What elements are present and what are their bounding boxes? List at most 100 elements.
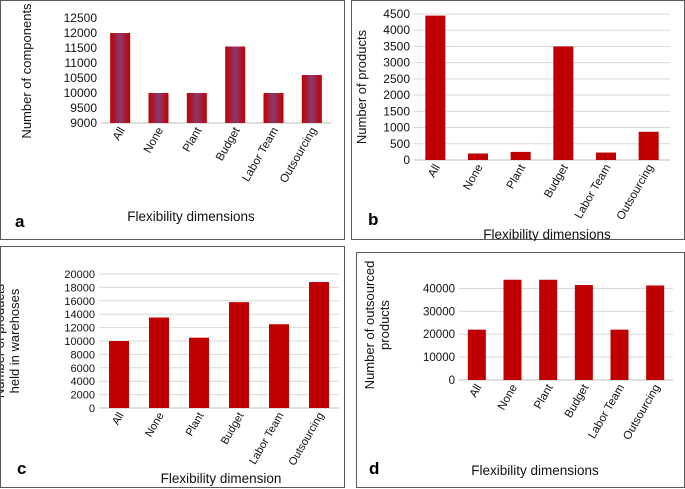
y-tick-label-d: 20000 bbox=[423, 329, 455, 341]
y-tick-label-a: 11500 bbox=[65, 41, 98, 55]
x-category-label-a: None bbox=[142, 126, 166, 156]
x-axis-label-d: Flexibility dimensions bbox=[471, 463, 599, 478]
x-category-label-b: Plant bbox=[505, 162, 529, 191]
y-tick-label-b: 2500 bbox=[383, 72, 410, 86]
bar-c-plant bbox=[189, 337, 209, 408]
y-tick-label-a: 9500 bbox=[70, 101, 97, 115]
x-category-label-b: None bbox=[461, 163, 485, 193]
y-tick-label-c: 0 bbox=[89, 403, 95, 415]
chart-panel-b: 0 500 1000 1500 2000 2500 3000 3500 4000 4500 All N… bbox=[351, 0, 685, 241]
bar-a-labor-team bbox=[263, 93, 284, 123]
y-tick-label-d: 0 bbox=[449, 375, 455, 387]
chart-panel-c: 0 2000 4000 6000 8000 10000 12000 14000 16000 180… bbox=[0, 246, 345, 488]
x-category-label-d: Labor Team bbox=[586, 383, 627, 441]
bar-c-outsourcing bbox=[309, 282, 329, 408]
y-tick-label-c: 20000 bbox=[64, 269, 95, 281]
y-tick-label-c: 8000 bbox=[71, 349, 95, 361]
panel-letter-a: a bbox=[15, 212, 25, 231]
x-category-label-c: Labor Team bbox=[247, 411, 286, 467]
y-axis-label-b: Number of products bbox=[354, 29, 369, 144]
bar-a-budget bbox=[225, 46, 246, 123]
y-tick-label-b: 1000 bbox=[383, 121, 410, 135]
x-category-label-b: All bbox=[426, 163, 443, 180]
chart-b-svg: 0 500 1000 1500 2000 2500 3000 3500 4000 4500 All N… bbox=[354, 7, 670, 241]
bar-c-budget bbox=[229, 302, 249, 408]
y-tick-label-c: 10000 bbox=[64, 336, 95, 348]
y-tick-label-b: 4500 bbox=[383, 7, 410, 21]
x-category-label-b: Outsourcing bbox=[615, 163, 656, 223]
y-tick-label-a: 12500 bbox=[64, 11, 98, 25]
x-category-label-c: None bbox=[143, 411, 167, 440]
panel-letter-d: d bbox=[369, 459, 380, 478]
x-category-label-a: Outsourcing bbox=[278, 126, 319, 186]
bar-b-budget bbox=[553, 46, 574, 160]
y-tick-label-c: 16000 bbox=[64, 296, 95, 308]
y-tick-label-b: 2000 bbox=[383, 88, 410, 102]
x-category-label-a: All bbox=[111, 125, 128, 142]
bar-b-all bbox=[425, 15, 446, 160]
x-category-label-a: Labor Team bbox=[240, 126, 281, 184]
bar-b-none bbox=[468, 153, 488, 160]
y-tick-label-b: 3500 bbox=[383, 39, 410, 53]
y-tick-label-a: 12000 bbox=[64, 26, 98, 40]
x-axis-label-a: Flexibility dimensions bbox=[127, 209, 255, 224]
x-category-label-d: Budget bbox=[563, 382, 592, 420]
y-tick-label-b: 0 bbox=[403, 153, 410, 167]
chart-panel-d: 0 10000 20000 30000 40000 All None Plant Budget L… bbox=[356, 252, 685, 488]
x-category-label-c: Plant bbox=[184, 411, 207, 439]
x-category-label-d: None bbox=[496, 383, 520, 413]
y-tick-label-c: 12000 bbox=[64, 323, 95, 335]
x-category-label-a: Budget bbox=[214, 125, 243, 163]
bar-a-outsourcing bbox=[301, 75, 322, 123]
x-category-label-b: Labor Team bbox=[573, 163, 614, 221]
y-tick-label-c: 14000 bbox=[64, 309, 95, 321]
y-axis-label-a: Number of components bbox=[19, 3, 34, 139]
x-category-label-d: All bbox=[468, 383, 485, 400]
bar-d-outsourcing bbox=[646, 285, 665, 380]
bar-c-none bbox=[149, 317, 169, 408]
panel-letter-c: c bbox=[17, 459, 27, 478]
x-axis-label-c: Flexibility dimension bbox=[161, 471, 282, 486]
x-category-label-d: Outsourcing bbox=[621, 383, 662, 443]
y-tick-label-b: 1500 bbox=[383, 104, 410, 118]
bar-d-budget bbox=[574, 285, 593, 380]
chart-panel-a: 9000 9500 10000 10500 11000 11500 12000 12500 Al… bbox=[0, 0, 345, 240]
y-tick-label-c: 18000 bbox=[64, 282, 95, 294]
y-tick-label-c: 4000 bbox=[71, 376, 95, 388]
x-category-label-c: Budget bbox=[219, 411, 247, 447]
y-tick-label-d: 40000 bbox=[423, 283, 455, 295]
bar-b-plant bbox=[510, 151, 531, 160]
bar-b-labor-team bbox=[596, 152, 616, 160]
x-axis-label-b: Flexibility dimensions bbox=[483, 227, 611, 241]
y-tick-label-a: 11000 bbox=[65, 56, 98, 70]
y-tick-label-b: 3000 bbox=[383, 56, 410, 70]
chart-d-svg: 0 10000 20000 30000 40000 All None Plant BudgetL… bbox=[362, 261, 673, 478]
y-tick-label-b: 4000 bbox=[383, 23, 410, 37]
bar-a-all bbox=[110, 33, 131, 123]
y-tick-label-a: 10500 bbox=[64, 71, 98, 85]
panel-letter-b: b bbox=[368, 210, 379, 229]
y-tick-label-a: 9000 bbox=[70, 116, 97, 130]
bar-d-plant bbox=[539, 279, 558, 380]
x-category-label-c: All bbox=[110, 411, 127, 428]
y-axis-label-d: Number of outsourcedproducts bbox=[362, 261, 392, 390]
bar-a-none bbox=[148, 93, 169, 123]
y-tick-label-b: 500 bbox=[390, 137, 410, 151]
bar-d-labor-team bbox=[610, 329, 629, 380]
bar-c-labor-team bbox=[269, 324, 289, 408]
y-tick-label-d: 30000 bbox=[423, 306, 455, 318]
bar-a-plant bbox=[186, 93, 207, 123]
bar-d-all bbox=[467, 329, 486, 380]
bar-b-outsourcing bbox=[638, 131, 659, 160]
y-tick-label-c: 6000 bbox=[71, 363, 95, 375]
y-axis-label-c: Number of productsheld in warehoses bbox=[1, 283, 22, 398]
x-category-label-a: Plant bbox=[181, 125, 205, 154]
y-tick-label-a: 10000 bbox=[64, 86, 98, 100]
bar-d-none bbox=[503, 279, 522, 380]
y-tick-label-c: 2000 bbox=[71, 390, 95, 402]
x-category-label-b: Budget bbox=[542, 162, 571, 200]
x-category-label-d: Plant bbox=[532, 382, 556, 411]
x-category-label-c: Outsourcing bbox=[287, 411, 327, 468]
